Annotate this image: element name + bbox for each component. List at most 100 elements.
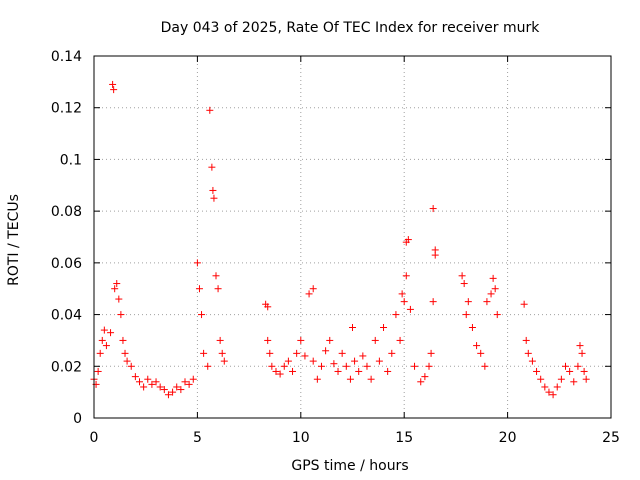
- data-point: [110, 86, 118, 94]
- data-point: [195, 285, 203, 293]
- data-point: [493, 311, 501, 319]
- data-point: [276, 370, 284, 378]
- data-point: [398, 290, 406, 298]
- data-point: [578, 349, 586, 357]
- data-point: [367, 375, 375, 383]
- plot-frame: [93, 55, 612, 419]
- data-point: [113, 280, 121, 288]
- data-point: [400, 298, 408, 306]
- data-point: [406, 305, 414, 313]
- data-point: [169, 388, 177, 396]
- data-point: [427, 349, 435, 357]
- data-point: [181, 378, 189, 386]
- data-point: [421, 373, 429, 381]
- data-point: [200, 349, 208, 357]
- data-point: [152, 378, 160, 386]
- data-point: [164, 391, 172, 399]
- data-point: [574, 362, 582, 370]
- data-point: [402, 238, 410, 246]
- data-point: [115, 295, 123, 303]
- data-point: [264, 336, 272, 344]
- data-point: [209, 186, 217, 194]
- data-point: [380, 324, 388, 331]
- x-tick-label: 25: [602, 430, 620, 446]
- x-axis-ticks: 0 5 10 15 20 25: [90, 56, 620, 446]
- data-point: [429, 205, 437, 213]
- data-point: [119, 336, 127, 344]
- data-point: [468, 324, 476, 331]
- data-point: [173, 383, 181, 391]
- data-point: [330, 360, 338, 368]
- data-point: [566, 367, 574, 375]
- data-point: [214, 285, 222, 293]
- data-point: [266, 349, 274, 357]
- data-point: [576, 342, 584, 350]
- data-point: [317, 362, 325, 370]
- data-point: [483, 298, 491, 306]
- data-point: [338, 349, 346, 357]
- data-point: [402, 272, 410, 280]
- data-point: [384, 367, 392, 375]
- y-tick-label: 0.14: [51, 49, 82, 65]
- data-point: [107, 329, 115, 337]
- data-point: [216, 336, 224, 344]
- data-point: [189, 375, 197, 383]
- data-point: [193, 259, 201, 267]
- data-point: [425, 362, 433, 370]
- data-point: [220, 357, 228, 365]
- data-point: [487, 290, 495, 298]
- data-point: [524, 349, 532, 357]
- data-point: [570, 378, 578, 386]
- data-point: [553, 383, 561, 391]
- data-point: [297, 336, 305, 344]
- data-point: [326, 336, 334, 344]
- y-tick-label: 0.08: [51, 204, 82, 220]
- x-axis-label: GPS time / hours: [291, 458, 408, 474]
- data-point: [208, 163, 216, 171]
- data-point: [272, 367, 280, 375]
- data-point: [411, 362, 419, 370]
- x-tick-label: 15: [395, 430, 413, 446]
- data-point: [185, 380, 193, 388]
- data-point: [210, 194, 218, 202]
- data-point: [537, 375, 545, 383]
- data-point: [156, 383, 164, 391]
- data-point: [580, 367, 588, 375]
- grid: [94, 56, 611, 418]
- x-tick-label: 0: [90, 430, 99, 446]
- data-point: [349, 324, 356, 331]
- data-point: [462, 311, 470, 319]
- data-point: [111, 285, 119, 293]
- data-point: [392, 311, 400, 319]
- y-tick-label: 0.06: [51, 256, 82, 272]
- data-point: [289, 367, 297, 375]
- data-point: [371, 336, 379, 344]
- y-tick-label: 0.04: [51, 308, 82, 324]
- data-point: [212, 272, 220, 280]
- data-point: [309, 285, 317, 293]
- y-tick-label: 0.02: [51, 359, 82, 375]
- data-point: [429, 298, 437, 306]
- data-point: [301, 352, 309, 360]
- data-point: [198, 311, 206, 319]
- data-point: [94, 367, 102, 375]
- data-point: [322, 347, 330, 355]
- data-point: [117, 311, 125, 319]
- data-point: [100, 326, 108, 334]
- data-point: [334, 367, 342, 375]
- data-point: [533, 367, 541, 375]
- data-point: [109, 80, 117, 88]
- data-point: [375, 357, 383, 365]
- data-point: [549, 391, 557, 399]
- data-point: [177, 386, 185, 394]
- data-point: [355, 367, 363, 375]
- data-point: [522, 336, 530, 344]
- data-point: [280, 362, 288, 370]
- y-axis-label: ROTI / TECUs: [6, 194, 22, 286]
- data-point: [144, 375, 152, 383]
- data-point: [102, 342, 110, 350]
- data-point: [417, 378, 425, 386]
- data-point: [135, 378, 143, 386]
- y-axis-ticks: 0 0.02 0.04 0.06 0.08 0.1 0.12 0.14: [51, 49, 611, 427]
